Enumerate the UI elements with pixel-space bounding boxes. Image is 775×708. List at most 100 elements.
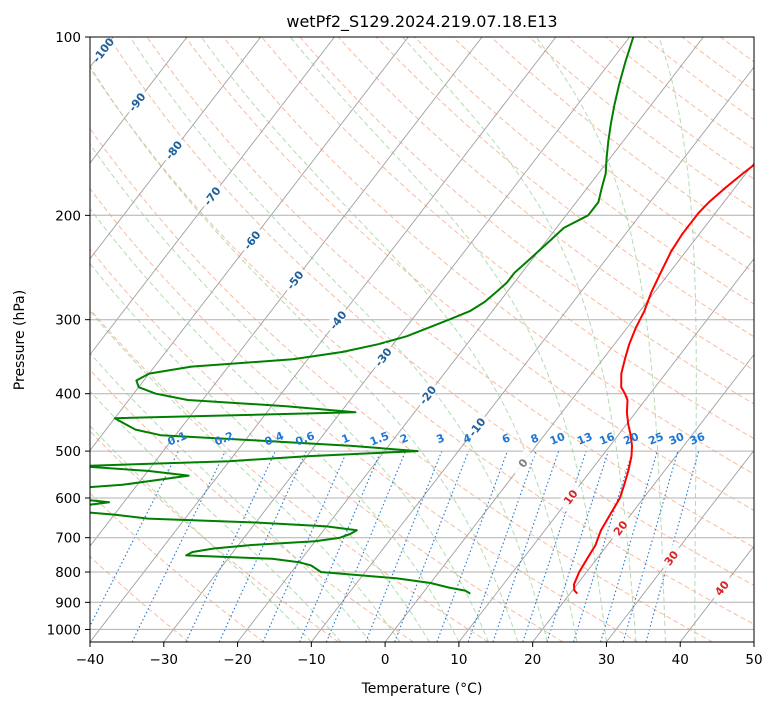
dry-adiabat — [261, 37, 754, 440]
x-tick-label: 20 — [524, 652, 541, 668]
y-tick-label: 100 — [55, 30, 81, 46]
mixing-ratio-label: 30 — [667, 430, 686, 448]
mixing-ratio-line — [262, 450, 348, 642]
moist-adiabat — [90, 310, 401, 642]
isotherm — [384, 162, 754, 642]
x-tick-label: 50 — [745, 652, 762, 668]
mixing-ratio-label-text: 10 — [548, 430, 567, 448]
mixing-ratio-line — [522, 450, 587, 642]
dry-adiabat — [90, 308, 489, 642]
x-tick-label: −20 — [223, 652, 252, 668]
dry-adiabat — [108, 37, 754, 586]
mixing-ratio-label: 36 — [688, 430, 707, 448]
dry-adiabat — [414, 37, 754, 305]
mixing-ratio-line — [467, 450, 537, 642]
mixing-ratio-label-text: 2 — [398, 431, 410, 446]
moist-adiabat — [90, 390, 342, 642]
mixing-ratio-label-text: 36 — [688, 430, 707, 448]
isotherm — [606, 449, 754, 642]
x-tick-label: 0 — [381, 652, 390, 668]
mixing-ratio-label-text: 30 — [667, 430, 686, 448]
mixing-ratio-label: 16 — [597, 430, 616, 448]
y-tick-label: 800 — [55, 565, 81, 581]
x-tick-label: 40 — [672, 652, 689, 668]
x-tick-label: 30 — [598, 652, 615, 668]
plot-frame — [89, 36, 755, 643]
mixing-ratio-label-text: 3 — [435, 431, 447, 446]
y-tick-label: 200 — [55, 208, 81, 224]
isotherm — [532, 353, 754, 642]
moist-adiabat — [90, 262, 430, 642]
x-tick-label: −40 — [76, 652, 105, 668]
chart-title: wetPf2_S129.2024.219.07.18.E13 — [286, 12, 557, 32]
moist-adiabat — [200, 37, 578, 642]
moist-adiabat — [535, 37, 666, 642]
mixing-ratio-line — [325, 450, 407, 642]
mixing-ratio-line — [299, 450, 382, 642]
y-axis-title: Pressure (hPa) — [12, 290, 28, 390]
dry-adiabat — [299, 37, 754, 405]
warm-isotherm-label: 0 — [509, 448, 535, 477]
dry-adiabat — [90, 248, 564, 642]
moist-adiabat — [402, 37, 637, 642]
x-tick-label: −30 — [150, 652, 179, 668]
y-tick-label: 600 — [55, 491, 81, 507]
moist-adiabat — [658, 37, 697, 642]
isotherm — [90, 37, 188, 164]
mixing-ratio-line — [622, 450, 679, 642]
line-labels: -100-90-80-70-60-50-40-30-20-10010203040… — [90, 37, 734, 602]
y-tick-label: 300 — [55, 313, 81, 329]
mixing-ratio-label: 1 — [340, 431, 352, 446]
isotherm — [458, 257, 754, 642]
mixing-ratio-line — [492, 450, 560, 642]
mixing-ratio-label-text: 13 — [575, 430, 594, 448]
temperature-profile — [572, 163, 754, 595]
moist-adiabat — [289, 37, 607, 642]
mixing-ratio-label: 8 — [529, 431, 541, 446]
mixing-ratio-label: 10 — [548, 430, 567, 448]
mixing-ratio-label: 25 — [646, 430, 665, 448]
pressure-grid — [90, 37, 754, 630]
mixing-ratio-label-text: 20 — [622, 430, 641, 448]
dry-adiabat — [90, 187, 639, 642]
y-tick-label: 900 — [55, 595, 81, 611]
y-axis-ticks: 1000 900 800 700 600 500 400 300 200 100 — [47, 30, 90, 638]
y-tick-label: 400 — [55, 387, 81, 403]
background-lines — [90, 37, 754, 642]
dry-adiabat — [90, 555, 190, 642]
y-tick-label: 1000 — [47, 622, 81, 638]
mixing-ratio-line — [645, 450, 700, 642]
isotherm — [90, 37, 483, 547]
moist-adiabat — [129, 37, 548, 642]
dewpoint-profile — [90, 37, 635, 595]
dry-adiabat — [90, 66, 754, 625]
mixing-ratio-label-text: 16 — [597, 430, 616, 448]
profile-series — [90, 37, 754, 595]
moist-adiabat — [90, 65, 519, 642]
mixing-ratio-line — [546, 450, 609, 642]
mixing-ratio-label: 13 — [575, 430, 594, 448]
dry-adiabat — [90, 492, 265, 642]
x-axis-title: Temperature (°C) — [361, 681, 483, 697]
isotherm — [90, 37, 557, 642]
mixing-ratio-line — [131, 450, 226, 642]
mixing-ratio-label-text: 1 — [340, 431, 352, 446]
mixing-ratio-label-text: 25 — [646, 430, 665, 448]
mixing-ratio-label: 3 — [435, 431, 447, 446]
isotherm — [90, 37, 262, 260]
x-axis-ticks: −40 −30 −20 −10 0 10 20 30 40 50 — [76, 642, 763, 668]
isotherm — [90, 37, 335, 356]
isotherm — [90, 37, 409, 452]
y-tick-label: 500 — [55, 444, 81, 460]
dry-adiabat — [184, 37, 754, 512]
y-tick-label: 700 — [55, 531, 81, 547]
mixing-ratio-label: 20 — [622, 430, 641, 448]
x-tick-label: −10 — [297, 652, 326, 668]
x-tick-label: 10 — [450, 652, 467, 668]
mixing-ratio-line — [572, 450, 634, 642]
isotherm — [310, 66, 754, 642]
mixing-ratio-label-text: 8 — [529, 431, 541, 446]
moist-adiabat — [90, 143, 489, 642]
mixing-ratio-label: 2 — [398, 431, 410, 446]
